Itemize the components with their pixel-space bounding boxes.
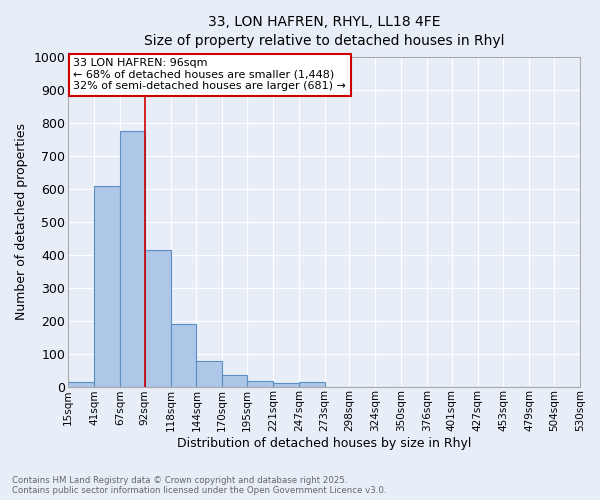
Bar — [196, 362, 222, 386]
Bar — [222, 375, 247, 386]
Bar — [94, 186, 120, 386]
Bar — [273, 383, 299, 386]
Bar — [145, 250, 170, 386]
Bar — [247, 380, 273, 386]
Bar — [120, 131, 145, 386]
Bar — [68, 382, 94, 386]
Y-axis label: Number of detached properties: Number of detached properties — [15, 123, 28, 320]
X-axis label: Distribution of detached houses by size in Rhyl: Distribution of detached houses by size … — [177, 437, 471, 450]
Text: 33 LON HAFREN: 96sqm
← 68% of detached houses are smaller (1,448)
32% of semi-de: 33 LON HAFREN: 96sqm ← 68% of detached h… — [73, 58, 346, 92]
Bar — [170, 324, 196, 386]
Text: Contains HM Land Registry data © Crown copyright and database right 2025.
Contai: Contains HM Land Registry data © Crown c… — [12, 476, 386, 495]
Bar — [299, 382, 325, 386]
Title: 33, LON HAFREN, RHYL, LL18 4FE
Size of property relative to detached houses in R: 33, LON HAFREN, RHYL, LL18 4FE Size of p… — [144, 15, 505, 48]
